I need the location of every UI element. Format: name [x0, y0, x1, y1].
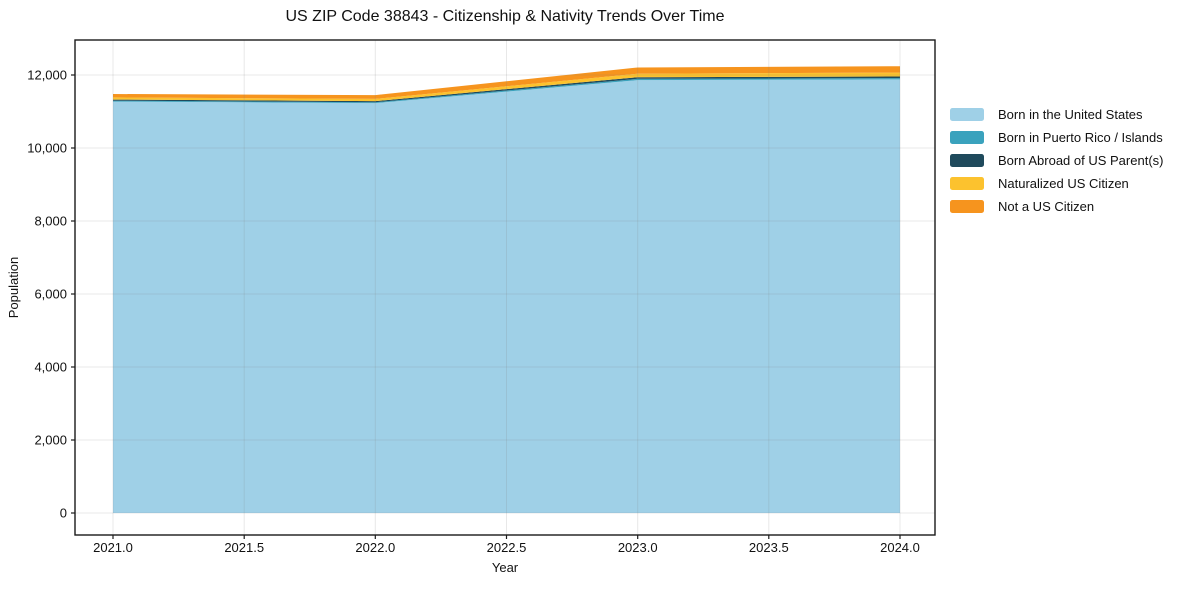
x-tick-label: 2021.0 [93, 540, 133, 555]
legend-swatch [950, 200, 984, 213]
y-tick-label: 0 [60, 506, 67, 521]
legend-swatch [950, 154, 984, 167]
y-tick-label: 6,000 [34, 287, 67, 302]
y-tick-label: 4,000 [34, 360, 67, 375]
x-tick-label: 2022.5 [487, 540, 527, 555]
area-not-a-us-citizen [113, 66, 900, 99]
legend-label: Born Abroad of US Parent(s) [998, 153, 1164, 168]
area-born-abroad-of-us-parent-s- [113, 76, 900, 103]
legend-label: Born in the United States [998, 107, 1143, 122]
y-tick-label: 8,000 [34, 214, 67, 229]
chart-title: US ZIP Code 38843 - Citizenship & Nativi… [285, 8, 725, 25]
y-tick-label: 10,000 [27, 141, 67, 156]
legend-swatch [950, 131, 984, 144]
x-tick-label: 2023.5 [749, 540, 789, 555]
legend-item: Born in Puerto Rico / Islands [950, 126, 1163, 149]
x-axis-label: Year [492, 560, 519, 575]
legend-item: Born in the United States [950, 103, 1163, 126]
legend-item: Not a US Citizen [950, 195, 1163, 218]
legend-label: Naturalized US Citizen [998, 176, 1129, 191]
y-axis-label: Population [6, 257, 21, 318]
legend-item: Naturalized US Citizen [950, 172, 1163, 195]
legend-swatch [950, 108, 984, 121]
legend-item: Born Abroad of US Parent(s) [950, 149, 1163, 172]
x-tick-label: 2022.0 [355, 540, 395, 555]
plot-frame [74, 39, 936, 536]
legend-swatch [950, 177, 984, 190]
legend-label: Born in Puerto Rico / Islands [998, 130, 1163, 145]
area-born-in-puerto-rico-islands [113, 78, 900, 104]
area-naturalized-us-citizen [113, 72, 900, 102]
y-tick-label: 2,000 [34, 433, 67, 448]
legend: Born in the United States Born in Puerto … [950, 103, 1163, 218]
area-born-in-the-united-states [113, 79, 900, 514]
x-tick-label: 2023.0 [618, 540, 658, 555]
x-tick-label: 2024.0 [880, 540, 920, 555]
x-tick-label: 2021.5 [224, 540, 264, 555]
legend-label: Not a US Citizen [998, 199, 1095, 214]
y-tick-label: 12,000 [27, 68, 67, 83]
